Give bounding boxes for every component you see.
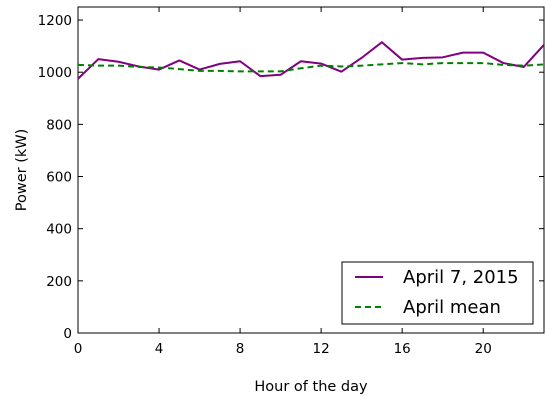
y-tick-label: 600: [46, 170, 72, 186]
legend-label-april-7: April 7, 2015: [403, 267, 519, 288]
y-axis-label: Power (kW): [14, 129, 30, 212]
x-tick-label: 8: [236, 341, 245, 357]
series-line-april-mean: [77, 62, 545, 73]
x-tick-label: 12: [313, 341, 330, 357]
y-tick-label: 800: [46, 117, 72, 133]
series-line-april-7: [77, 41, 545, 80]
x-tick-label: 20: [475, 341, 492, 357]
y-tick-label: 200: [46, 274, 72, 290]
legend: April 7, 2015 April mean: [341, 261, 534, 325]
y-tick-label: 400: [46, 222, 72, 238]
legend-box: [341, 261, 534, 325]
x-tick-label: 16: [394, 341, 411, 357]
x-axis-label: Hour of the day: [254, 379, 368, 395]
y-tick-label: 0: [63, 326, 72, 342]
legend-label-april-mean: April mean: [403, 297, 501, 318]
x-tick-label: 0: [74, 341, 83, 357]
y-tick-label: 1000: [38, 65, 72, 81]
x-tick-label: 4: [155, 341, 164, 357]
y-tick-label: 1200: [38, 13, 72, 29]
